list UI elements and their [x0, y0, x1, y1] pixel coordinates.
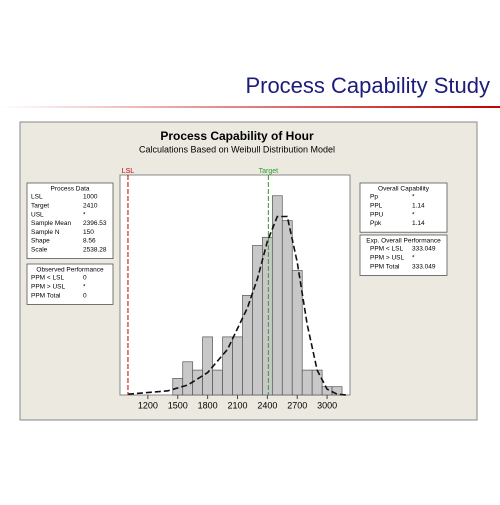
panel-title: Observed Performance	[36, 267, 104, 274]
bar	[301, 369, 313, 396]
panel-title: Exp. Overall Performance	[366, 238, 441, 245]
bar	[202, 336, 213, 396]
bar	[192, 369, 203, 396]
panel-label: PPL	[370, 203, 383, 210]
panel-label: Scale	[31, 247, 48, 254]
panel-value: 2396.53	[83, 220, 107, 227]
panel-value: *	[412, 255, 415, 262]
panel-label: Target	[31, 203, 49, 210]
panel-label: PPM < LSL	[370, 246, 403, 253]
bar	[311, 369, 323, 396]
bar	[281, 220, 293, 396]
title-rule	[0, 106, 500, 108]
x-tick-label: 3000	[317, 400, 337, 410]
panel-label: LSL	[31, 194, 43, 201]
panel-label: Shape	[31, 238, 50, 245]
panel-label: USL	[31, 211, 44, 218]
panel-value: 2410	[83, 203, 98, 210]
bar	[232, 336, 243, 396]
fit-curve	[127, 215, 348, 396]
panel-title: Process Data	[50, 186, 89, 193]
panel-value: 1000	[83, 194, 98, 201]
panel	[26, 182, 114, 259]
panel-value: *	[83, 211, 86, 218]
panel-label: Ppk	[370, 220, 382, 227]
x-tick-label: 2400	[257, 400, 277, 410]
panel	[26, 263, 114, 305]
panel-label: PPM > USL	[31, 284, 66, 291]
reference-label: LSL	[122, 168, 135, 175]
bar	[212, 369, 223, 396]
x-tick-label: 2100	[227, 400, 247, 410]
x-tick-label: 1800	[198, 400, 218, 410]
panel-value: *	[83, 284, 86, 291]
panel-value: *	[412, 211, 415, 218]
panel-title: Overall Capability	[378, 186, 430, 193]
bar	[242, 295, 253, 396]
panel-value: 0	[83, 275, 87, 282]
panel-label: Pp	[370, 194, 378, 201]
reference-label: Target	[259, 168, 279, 175]
bar	[222, 336, 233, 396]
panel-label: PPU	[370, 211, 384, 218]
panel-value: 1.14	[412, 203, 425, 210]
panel-label: PPM Total	[31, 292, 61, 299]
x-tick-label: 1200	[138, 400, 158, 410]
panel-value: 8.56	[83, 238, 96, 245]
chart-subtitle: Calculations Based on Weibull Distributi…	[139, 144, 335, 154]
bar	[291, 270, 303, 396]
panel-label: Sample N	[31, 229, 60, 236]
panel-value: 333.049	[412, 263, 436, 270]
panel-value: 333.049	[412, 246, 436, 253]
bar	[182, 361, 194, 396]
panel-label: PPM > USL	[370, 255, 405, 262]
x-tick-label: 1500	[168, 400, 188, 410]
bar	[262, 236, 273, 396]
chart-title: Process Capability of Hour	[160, 129, 314, 143]
slide-title: Process Capability Study	[245, 73, 490, 98]
panel-label: Sample Mean	[31, 220, 71, 227]
panel-label: PPM Total	[370, 263, 400, 270]
panel-value: *	[412, 194, 415, 201]
panel	[359, 234, 448, 276]
panel-value: 150	[83, 229, 94, 236]
panel-value: 1.14	[412, 220, 425, 227]
panel-value: 2538.28	[83, 247, 107, 254]
panel-label: PPM < LSL	[31, 275, 64, 282]
panel	[359, 182, 448, 233]
x-tick-label: 2700	[287, 400, 307, 410]
panel-value: 0	[83, 292, 87, 299]
